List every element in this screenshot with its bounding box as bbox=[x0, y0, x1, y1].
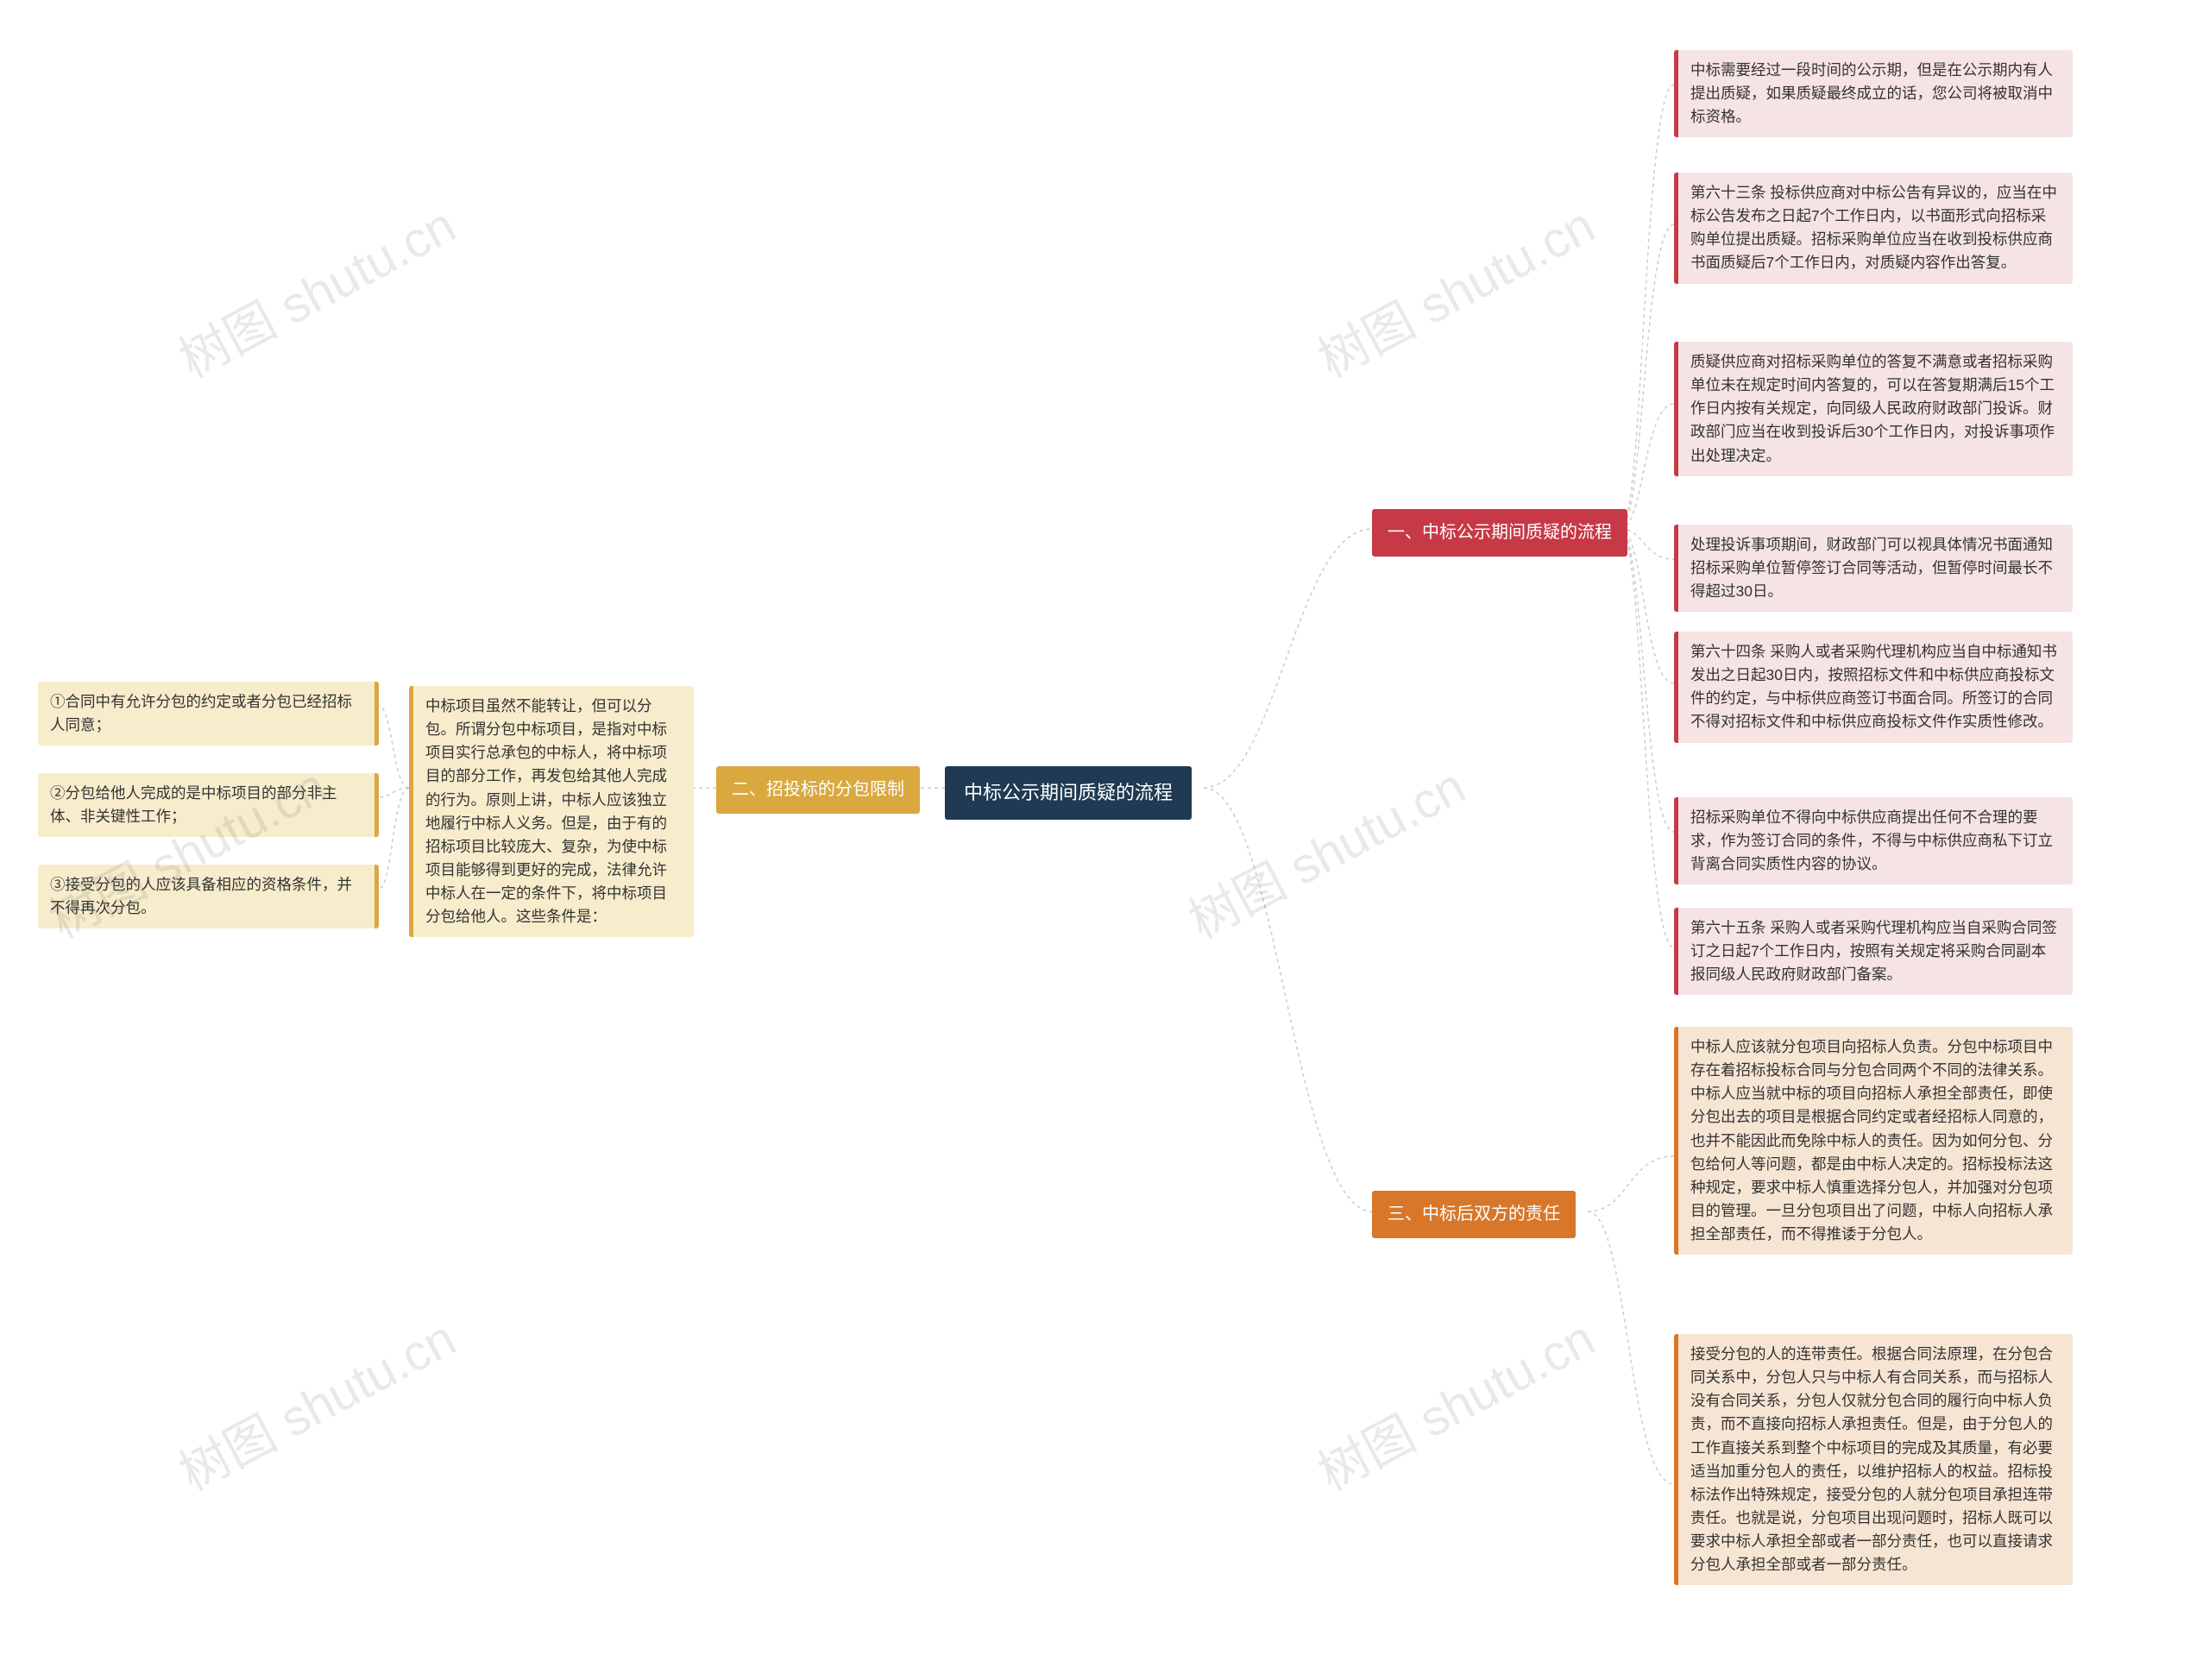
watermark: 树图 shutu.cn bbox=[1304, 1299, 1606, 1505]
center-node: 中标公示期间质疑的流程 bbox=[945, 766, 1192, 820]
leaf-one-1: 第六十三条 投标供应商对中标公告有异议的，应当在中标公告发布之日起7个工作日内，… bbox=[1674, 173, 2073, 284]
branch-three[interactable]: 三、中标后双方的责任 bbox=[1372, 1191, 1576, 1238]
leaf-two-1: ②分包给他人完成的是中标项目的部分非主体、非关键性工作； bbox=[38, 773, 379, 837]
watermark: 树图 shutu.cn bbox=[165, 186, 467, 392]
mid-two: 中标项目虽然不能转让，但可以分包。所谓分包中标项目，是指对中标项目实行总承包的中… bbox=[409, 686, 694, 937]
leaf-three-0: 中标人应该就分包项目向招标人负责。分包中标项目中存在着招标投标合同与分包合同两个… bbox=[1674, 1027, 2073, 1255]
watermark: 树图 shutu.cn bbox=[1304, 186, 1606, 392]
leaf-one-6: 第六十五条 采购人或者采购代理机构应当自采购合同签订之日起7个工作日内，按照有关… bbox=[1674, 908, 2073, 995]
leaf-one-3: 处理投诉事项期间，财政部门可以视具体情况书面通知招标采购单位暂停签订合同等活动，… bbox=[1674, 525, 2073, 612]
branch-one[interactable]: 一、中标公示期间质疑的流程 bbox=[1372, 509, 1627, 557]
watermark: 树图 shutu.cn bbox=[1174, 746, 1476, 953]
leaf-two-0: ①合同中有允许分包的约定或者分包已经招标人同意； bbox=[38, 682, 379, 746]
leaf-three-1: 接受分包的人的连带责任。根据合同法原理，在分包合同关系中，分包人只与中标人有合同… bbox=[1674, 1334, 2073, 1585]
leaf-two-2: ③接受分包的人应该具备相应的资格条件，并不得再次分包。 bbox=[38, 865, 379, 928]
leaf-one-4: 第六十四条 采购人或者采购代理机构应当自中标通知书发出之日起30日内，按照招标文… bbox=[1674, 632, 2073, 743]
branch-two[interactable]: 二、招投标的分包限制 bbox=[716, 766, 920, 814]
watermark: 树图 shutu.cn bbox=[165, 1299, 467, 1505]
leaf-one-5: 招标采购单位不得向中标供应商提出任何不合理的要求，作为签订合同的条件，不得与中标… bbox=[1674, 797, 2073, 884]
leaf-one-2: 质疑供应商对招标采购单位的答复不满意或者招标采购单位未在规定时间内答复的，可以在… bbox=[1674, 342, 2073, 476]
leaf-one-0: 中标需要经过一段时间的公示期，但是在公示期内有人提出质疑，如果质疑最终成立的话，… bbox=[1674, 50, 2073, 137]
